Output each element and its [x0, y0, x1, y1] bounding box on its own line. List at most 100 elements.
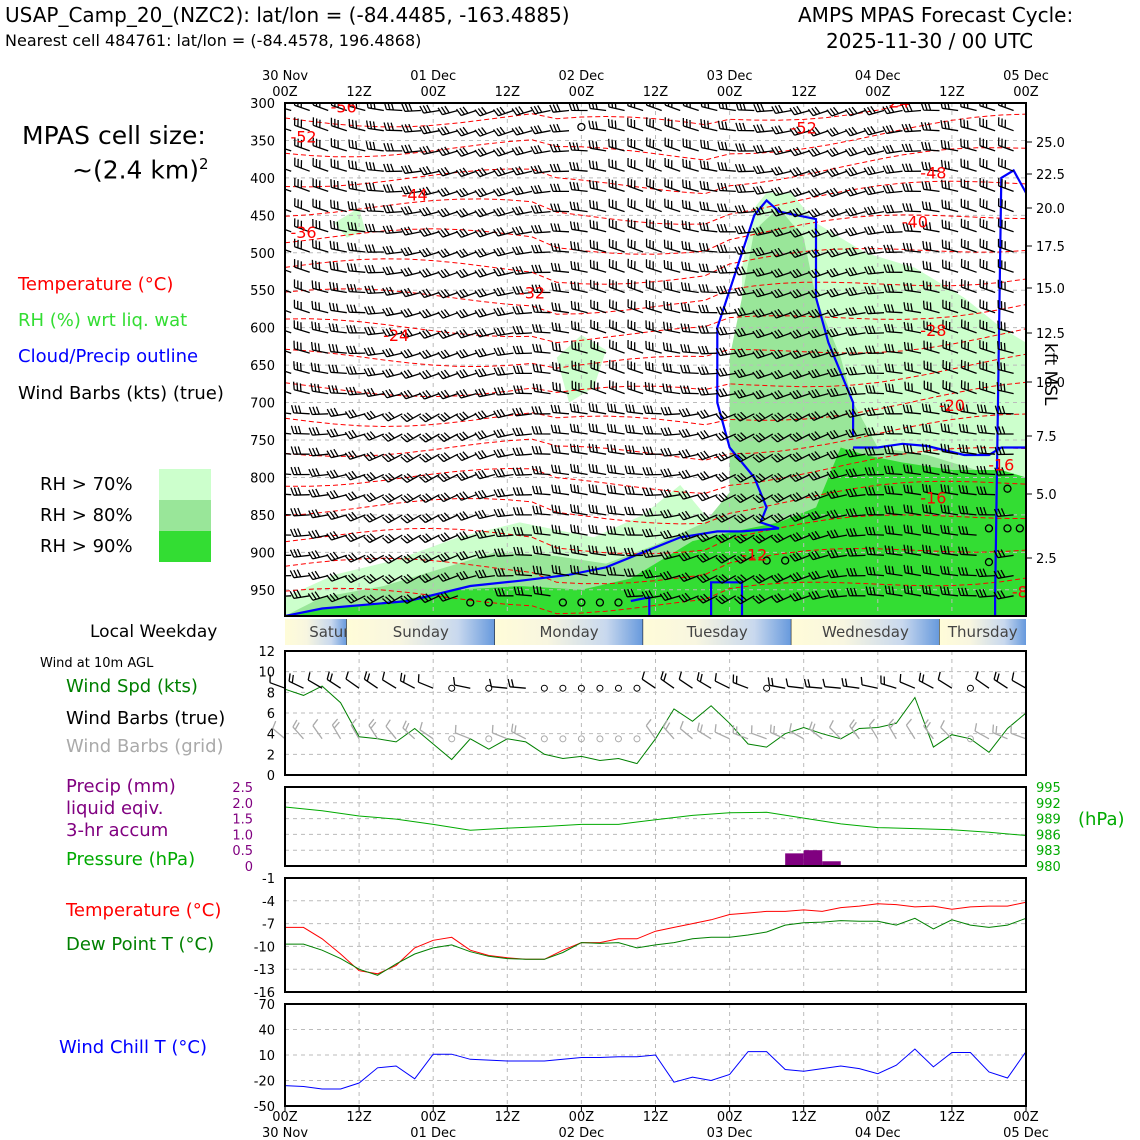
upper-air-barb [942, 339, 959, 354]
bottom-axis-hour-label: 00Z [1013, 1110, 1039, 1125]
upper-air-barb [363, 367, 384, 377]
wind-barb-grid [1010, 725, 1027, 740]
upper-air-barb [864, 466, 885, 476]
upper-air-barb [344, 552, 366, 563]
upper-air-barb [346, 304, 366, 314]
calm-circle-grid [540, 735, 548, 743]
weekday-cell [494, 619, 644, 645]
wind-barb-true [785, 678, 804, 689]
wind-tick-label: 0 [267, 769, 275, 784]
chill-tick-label: 10 [258, 1049, 275, 1064]
upper-air-barb [513, 586, 533, 597]
upper-air-barb [715, 492, 737, 503]
pressure-tick-label: 300 [250, 97, 275, 112]
upper-air-barb [627, 218, 644, 233]
upper-air-barb [381, 472, 403, 483]
upper-air-barb [532, 343, 551, 354]
upper-air-barb [590, 299, 607, 314]
upper-air-barb [571, 360, 588, 375]
upper-air-barb [365, 161, 384, 172]
upper-air-barb [845, 547, 866, 557]
upper-air-barb [715, 326, 736, 336]
wind-barb-true [841, 677, 860, 689]
upper-air-barb [979, 279, 996, 294]
upper-air-barb [807, 510, 829, 521]
upper-air-barb [960, 279, 977, 294]
pressure-tick-label: 995 [1036, 781, 1061, 796]
upper-air-barb [455, 471, 477, 482]
upper-air-barb [903, 524, 922, 536]
upper-air-barb [627, 137, 644, 152]
upper-air-barb [997, 320, 1014, 334]
upper-air-barb [923, 360, 940, 375]
upper-air-barb [512, 487, 533, 496]
upper-air-barb [382, 286, 403, 296]
upper-air-barb [382, 513, 403, 524]
upper-air-barb [329, 281, 347, 294]
upper-air-barb [532, 505, 551, 516]
forecast-cycle-title: AMPS MPAS Forecast Cycle: [798, 3, 1074, 27]
upper-air-barb [680, 344, 699, 354]
upper-air-barb [921, 423, 940, 435]
wind10m-panel: 0 2 4 6 8 10 12 [258, 645, 1027, 784]
upper-air-barb [419, 493, 440, 503]
upper-air-barb [645, 198, 662, 213]
upper-air-barb [844, 166, 866, 177]
upper-air-barb [863, 165, 885, 176]
upper-air-barb [346, 263, 366, 273]
upper-air-barb [699, 160, 718, 172]
upper-air-barb [418, 553, 440, 564]
upper-air-barb [285, 390, 292, 395]
kft-tick-label: 22.5 [1036, 168, 1065, 183]
temperature-contour-label: -32 [519, 283, 545, 302]
top-axis-hour-label: 00Z [420, 85, 446, 100]
upper-air-barb [569, 403, 588, 415]
upper-air-barb [997, 300, 1014, 314]
upper-air-barb [716, 306, 736, 315]
upper-air-barb [882, 144, 903, 154]
upper-air-barb [940, 103, 959, 112]
upper-air-barb [344, 470, 366, 481]
upper-air-barb [902, 242, 922, 253]
upper-air-barb [550, 242, 570, 253]
upper-air-barb [681, 261, 699, 273]
upper-air-barb [530, 165, 551, 175]
upper-air-barb [344, 511, 366, 522]
upper-air-barb [549, 183, 569, 193]
upper-air-barb [884, 383, 903, 395]
calm-circle-true [966, 684, 974, 692]
upper-air-barb [493, 346, 514, 357]
upper-air-barb [400, 412, 422, 423]
upper-air-barb [883, 264, 903, 273]
upper-air-barb [474, 489, 496, 500]
bottom-axis-hour-label: 00Z [569, 1110, 595, 1125]
upper-air-barb [345, 366, 366, 375]
upper-air-barb [310, 383, 329, 395]
upper-air-barb [715, 472, 737, 482]
wind-barb-grid [350, 718, 360, 740]
upper-air-barb [678, 510, 699, 521]
upper-air-barb [570, 261, 588, 273]
upper-air-barb [569, 443, 588, 455]
upper-air-barb [770, 268, 792, 278]
temp-tick-label: -16 [254, 986, 275, 1001]
upper-air-barb [845, 386, 866, 396]
upper-air-barb [863, 185, 885, 196]
top-axis-day-label: 30 Nov [262, 69, 308, 84]
upper-air-barb [958, 443, 977, 455]
wind-barb-true [860, 676, 878, 689]
upper-air-barb [846, 587, 866, 597]
upper-air-barb [551, 544, 570, 556]
upper-air-barb [363, 451, 385, 462]
upper-air-barb [532, 545, 551, 556]
upper-air-barb [532, 363, 551, 375]
upper-air-barb [884, 545, 903, 556]
upper-air-barb [752, 328, 773, 339]
upper-air-barb [807, 106, 829, 117]
upper-air-barb [770, 227, 792, 238]
isotherm-line [285, 147, 1026, 195]
upper-air-barb [664, 178, 681, 193]
upper-air-barb [312, 198, 329, 213]
pressure-tick-label: 350 [250, 134, 275, 149]
upper-air-barb [752, 573, 774, 584]
